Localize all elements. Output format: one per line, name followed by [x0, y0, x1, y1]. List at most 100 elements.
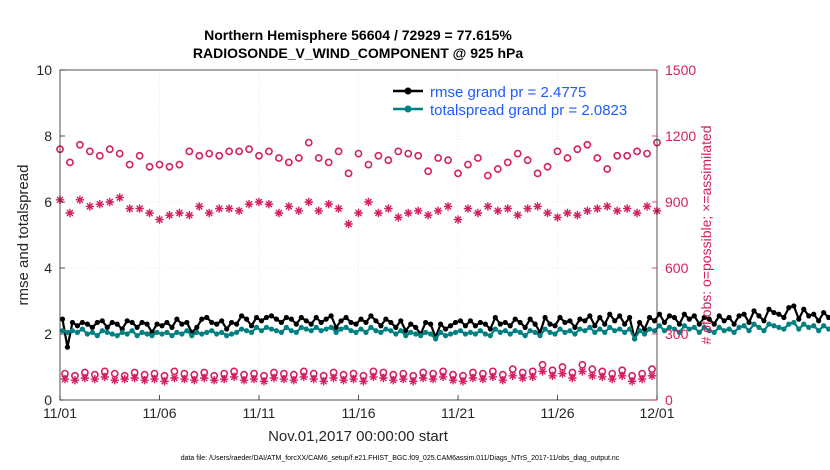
obs-assimilated-point — [334, 204, 343, 213]
totalspread-point — [542, 326, 548, 332]
obs-assimilated-point — [523, 204, 532, 213]
obs-possible-point — [603, 165, 612, 173]
obs-possible-point — [255, 151, 263, 160]
rmse-point — [89, 324, 95, 330]
totalspread-point — [771, 323, 777, 329]
totalspread-point — [383, 326, 389, 332]
obs-assimilated-low-point — [518, 373, 527, 383]
totalspread-point — [627, 326, 633, 332]
rmse-point — [522, 324, 528, 330]
totalspread-point — [378, 329, 384, 335]
obs-possible-point — [364, 160, 373, 169]
obs-possible-point — [265, 147, 273, 156]
obs-assimilated-point — [344, 219, 353, 229]
rmse-point — [209, 319, 215, 326]
rmse-point — [736, 313, 742, 319]
obs-possible-point — [503, 158, 512, 167]
obs-assimilated-low-point — [568, 373, 577, 383]
rmse-point — [731, 321, 737, 327]
rmse-point — [562, 319, 568, 326]
rmse-point — [442, 326, 449, 332]
legend: rmse grand pr = 2.4775 totalspread grand… — [393, 84, 627, 119]
totalspread-point — [816, 328, 822, 334]
rmse-point — [373, 318, 379, 324]
rmse-point — [487, 326, 493, 332]
totalspread-point — [214, 331, 220, 337]
totalspread-point — [278, 329, 284, 335]
totalspread-point — [507, 331, 513, 337]
totalspread-point — [194, 329, 200, 335]
x-tick-label: 12/01 — [639, 405, 674, 421]
totalspread-point — [597, 326, 603, 332]
obs-assimilated-point — [145, 208, 154, 218]
obs-assimilated-low-point — [608, 374, 617, 384]
obs-possible-point — [404, 149, 413, 158]
rmse-point — [388, 319, 394, 326]
legend-rmse-label: rmse grand pr = 2.4775 — [430, 84, 586, 101]
totalspread-point — [537, 333, 543, 339]
obs-assimilated-low-point — [488, 372, 498, 382]
obs-possible-point — [324, 158, 333, 167]
totalspread-point — [169, 333, 175, 339]
rmse-point — [646, 314, 653, 321]
rmse-point — [636, 319, 643, 326]
obs-possible-point — [85, 147, 94, 156]
rmse-point — [602, 321, 608, 327]
obs-possible-point — [125, 160, 134, 169]
obs-possible-point — [115, 149, 124, 158]
rmse-point — [184, 319, 190, 326]
totalspread-point — [263, 324, 270, 330]
totalspread-point — [761, 328, 767, 334]
rmse-point — [741, 311, 747, 317]
rmse-point — [263, 314, 270, 321]
rmse-point — [567, 318, 573, 324]
rmse-point — [69, 319, 76, 326]
totalspread-point — [636, 328, 643, 334]
obs-possible-point — [394, 147, 403, 156]
totalspread-point — [711, 329, 717, 335]
rmse-point — [114, 321, 120, 327]
rmse-point — [99, 318, 105, 324]
totalspread-point — [159, 331, 165, 337]
rmse-point — [303, 318, 309, 324]
totalspread-point — [149, 333, 155, 339]
chart-title-line1: Northern Hemisphere 56604 / 72929 = 77.6… — [204, 27, 512, 43]
totalspread-point — [622, 329, 628, 335]
rmse-point — [686, 316, 692, 322]
rmse-point — [477, 319, 483, 326]
totalspread-point — [796, 326, 802, 332]
totalspread-point — [273, 328, 280, 334]
rmse-point — [413, 324, 419, 330]
obs-assimilated-low-point — [190, 376, 199, 385]
obs-assimilated-point — [404, 208, 413, 218]
obs-possible-point — [613, 151, 622, 160]
obs-assimilated-point — [135, 204, 144, 213]
obs-assimilated-point — [463, 204, 473, 213]
obs-possible-point — [424, 167, 433, 176]
rmse-point — [437, 321, 444, 327]
obs-assimilated-point — [493, 206, 502, 215]
totalspread-point — [731, 329, 737, 335]
rmse-point — [622, 321, 628, 327]
obs-assimilated-point — [254, 197, 264, 207]
obs-assimilated-point — [414, 206, 423, 215]
totalspread-point — [472, 331, 479, 337]
obs-assimilated-low-point — [448, 376, 458, 385]
totalspread-point — [477, 328, 483, 334]
obs-possible-point — [444, 156, 452, 165]
rmse-point — [447, 323, 454, 329]
obs-assimilated-point — [264, 200, 274, 209]
rmse-point — [582, 318, 588, 324]
totalspread-point — [562, 329, 568, 335]
totalspread-point — [144, 331, 150, 337]
rmse-point — [502, 319, 508, 326]
rmse-point — [229, 319, 235, 326]
y-left-tick-label: 2 — [44, 326, 52, 342]
totalspread-point — [776, 324, 782, 330]
obs-assimilated-low-point — [239, 376, 249, 385]
totalspread-point — [433, 336, 439, 342]
totalspread-point — [746, 328, 752, 334]
totalspread-point — [582, 328, 588, 334]
obs-assimilated-point — [603, 202, 612, 211]
obs-assimilated-low-point — [428, 374, 438, 384]
